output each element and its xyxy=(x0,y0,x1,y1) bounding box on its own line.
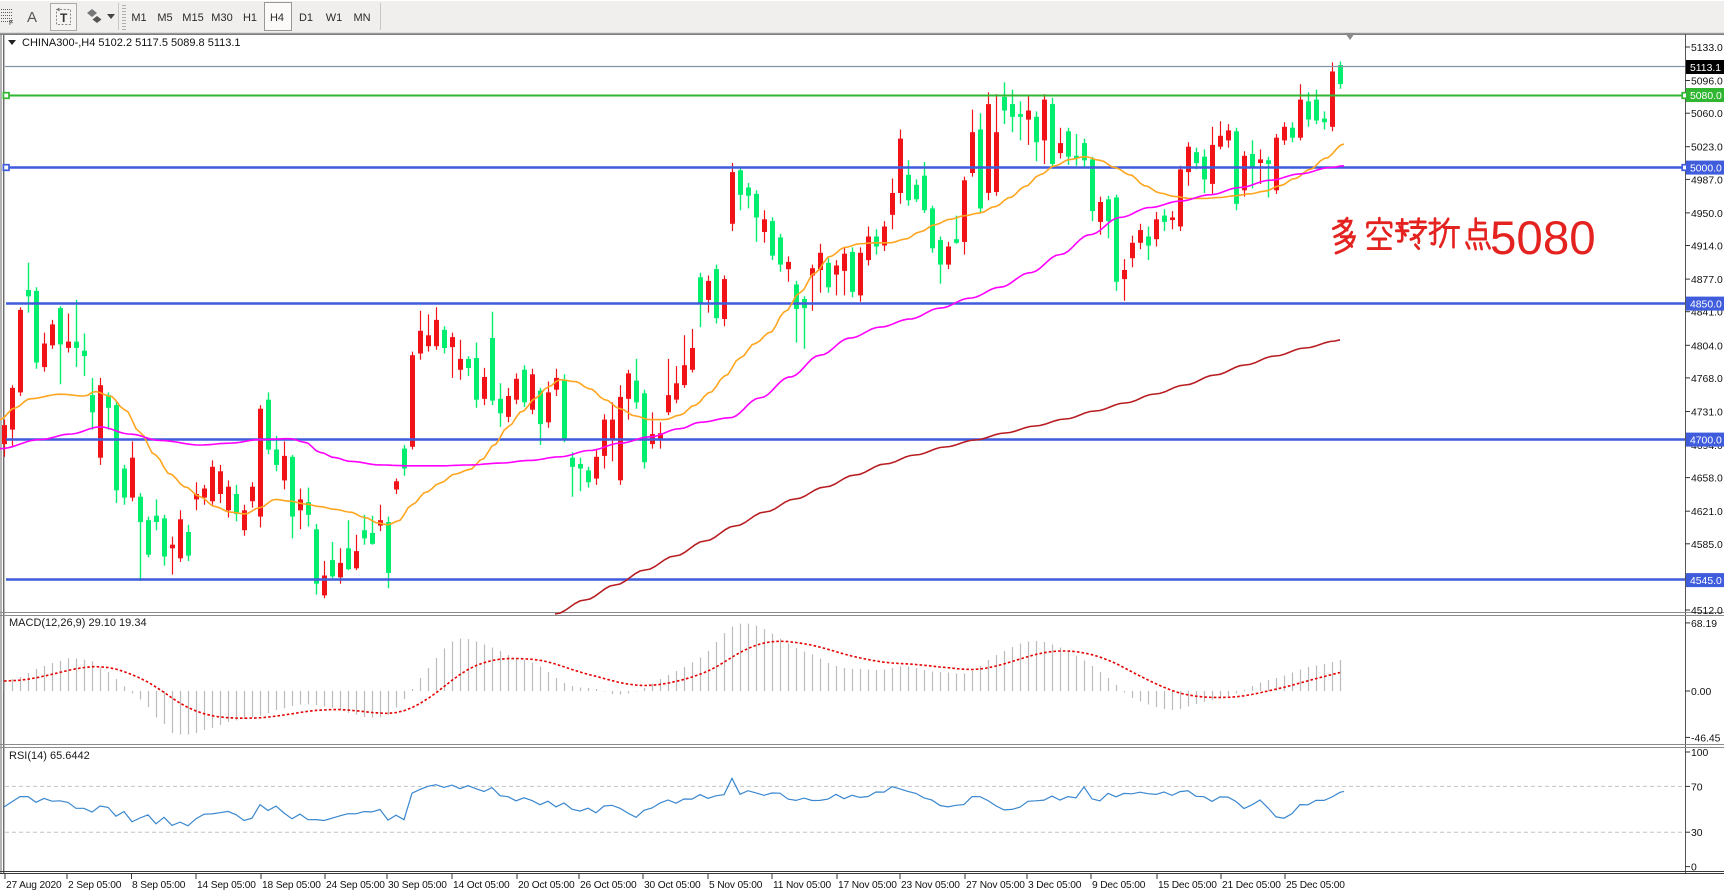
svg-text:27 Nov 05:00: 27 Nov 05:00 xyxy=(966,880,1025,891)
svg-text:4768.0: 4768.0 xyxy=(1691,374,1723,385)
svg-text:M15: M15 xyxy=(182,12,203,24)
svg-text:4621.0: 4621.0 xyxy=(1691,507,1723,518)
svg-text:H1: H1 xyxy=(243,12,257,24)
svg-text:5023.0: 5023.0 xyxy=(1691,143,1723,154)
svg-text:25 Dec 05:00: 25 Dec 05:00 xyxy=(1286,880,1345,891)
svg-text:9 Dec 05:00: 9 Dec 05:00 xyxy=(1092,880,1146,891)
svg-text:17 Nov 05:00: 17 Nov 05:00 xyxy=(838,880,897,891)
svg-text:26 Oct 05:00: 26 Oct 05:00 xyxy=(580,880,637,891)
svg-text:30 Oct 05:00: 30 Oct 05:00 xyxy=(644,880,701,891)
svg-text:A: A xyxy=(27,9,37,26)
svg-text:M1: M1 xyxy=(131,12,146,24)
svg-text:M5: M5 xyxy=(157,12,172,24)
svg-text:15 Dec 05:00: 15 Dec 05:00 xyxy=(1158,880,1217,891)
svg-text:4512.0: 4512.0 xyxy=(1691,606,1723,617)
svg-text:30: 30 xyxy=(1691,828,1703,839)
svg-text:8 Sep 05:00: 8 Sep 05:00 xyxy=(132,880,186,891)
svg-text:0: 0 xyxy=(1691,863,1697,874)
svg-text:5080: 5080 xyxy=(1490,212,1596,265)
svg-text:4914.0: 4914.0 xyxy=(1691,242,1723,253)
svg-text:0.00: 0.00 xyxy=(1691,687,1711,698)
svg-text:5000.0: 5000.0 xyxy=(1690,164,1722,175)
svg-text:4841.0: 4841.0 xyxy=(1691,308,1723,319)
svg-text:H4: H4 xyxy=(270,12,284,24)
svg-text:F: F xyxy=(9,20,13,27)
svg-text:D1: D1 xyxy=(299,12,313,24)
svg-text:21 Dec 05:00: 21 Dec 05:00 xyxy=(1222,880,1281,891)
svg-text:MACD(12,26,9) 29.10 19.34: MACD(12,26,9) 29.10 19.34 xyxy=(9,617,147,629)
svg-text:MN: MN xyxy=(353,12,370,24)
svg-text:M30: M30 xyxy=(211,12,232,24)
svg-text:14 Sep 05:00: 14 Sep 05:00 xyxy=(197,880,256,891)
svg-text:68.19: 68.19 xyxy=(1691,619,1717,630)
svg-text:3 Dec 05:00: 3 Dec 05:00 xyxy=(1028,880,1082,891)
svg-text:4658.0: 4658.0 xyxy=(1691,474,1723,485)
svg-text:23 Nov 05:00: 23 Nov 05:00 xyxy=(901,880,960,891)
svg-text:5133.0: 5133.0 xyxy=(1691,43,1723,54)
svg-text:4877.0: 4877.0 xyxy=(1691,275,1723,286)
svg-text:5 Nov 05:00: 5 Nov 05:00 xyxy=(709,880,763,891)
svg-text:20 Oct 05:00: 20 Oct 05:00 xyxy=(518,880,575,891)
svg-text:5096.0: 5096.0 xyxy=(1691,77,1723,88)
svg-text:4585.0: 4585.0 xyxy=(1691,540,1723,551)
svg-text:18 Sep 05:00: 18 Sep 05:00 xyxy=(262,880,321,891)
svg-text:2 Sep 05:00: 2 Sep 05:00 xyxy=(68,880,122,891)
svg-text:4731.0: 4731.0 xyxy=(1691,408,1723,419)
svg-text:5060.0: 5060.0 xyxy=(1691,109,1723,120)
svg-text:CHINA300-,H4 5102.2 5117.5 50: CHINA300-,H4 5102.2 5117.5 5089.8 5113.1 xyxy=(22,37,241,49)
svg-text:70: 70 xyxy=(1691,782,1703,793)
svg-text:30 Sep 05:00: 30 Sep 05:00 xyxy=(388,880,447,891)
svg-text:-46.45: -46.45 xyxy=(1691,733,1721,744)
svg-text:5080.0: 5080.0 xyxy=(1690,91,1722,102)
svg-text:4700.0: 4700.0 xyxy=(1690,436,1722,447)
svg-text:T: T xyxy=(60,11,68,25)
svg-text:4545.0: 4545.0 xyxy=(1690,576,1722,587)
svg-text:5113.1: 5113.1 xyxy=(1690,63,1721,74)
svg-text:14 Oct 05:00: 14 Oct 05:00 xyxy=(453,880,510,891)
svg-text:4987.0: 4987.0 xyxy=(1691,175,1723,186)
svg-text:W1: W1 xyxy=(326,12,343,24)
svg-text:4850.0: 4850.0 xyxy=(1690,300,1722,311)
svg-text:100: 100 xyxy=(1691,748,1709,759)
svg-text:11 Nov 05:00: 11 Nov 05:00 xyxy=(773,880,832,891)
svg-text:27 Aug 2020: 27 Aug 2020 xyxy=(6,880,62,891)
svg-text:RSI(14) 65.6442: RSI(14) 65.6442 xyxy=(9,750,90,762)
svg-text:24 Sep 05:00: 24 Sep 05:00 xyxy=(326,880,385,891)
svg-text:4804.0: 4804.0 xyxy=(1691,341,1723,352)
svg-text:4950.0: 4950.0 xyxy=(1691,209,1723,220)
